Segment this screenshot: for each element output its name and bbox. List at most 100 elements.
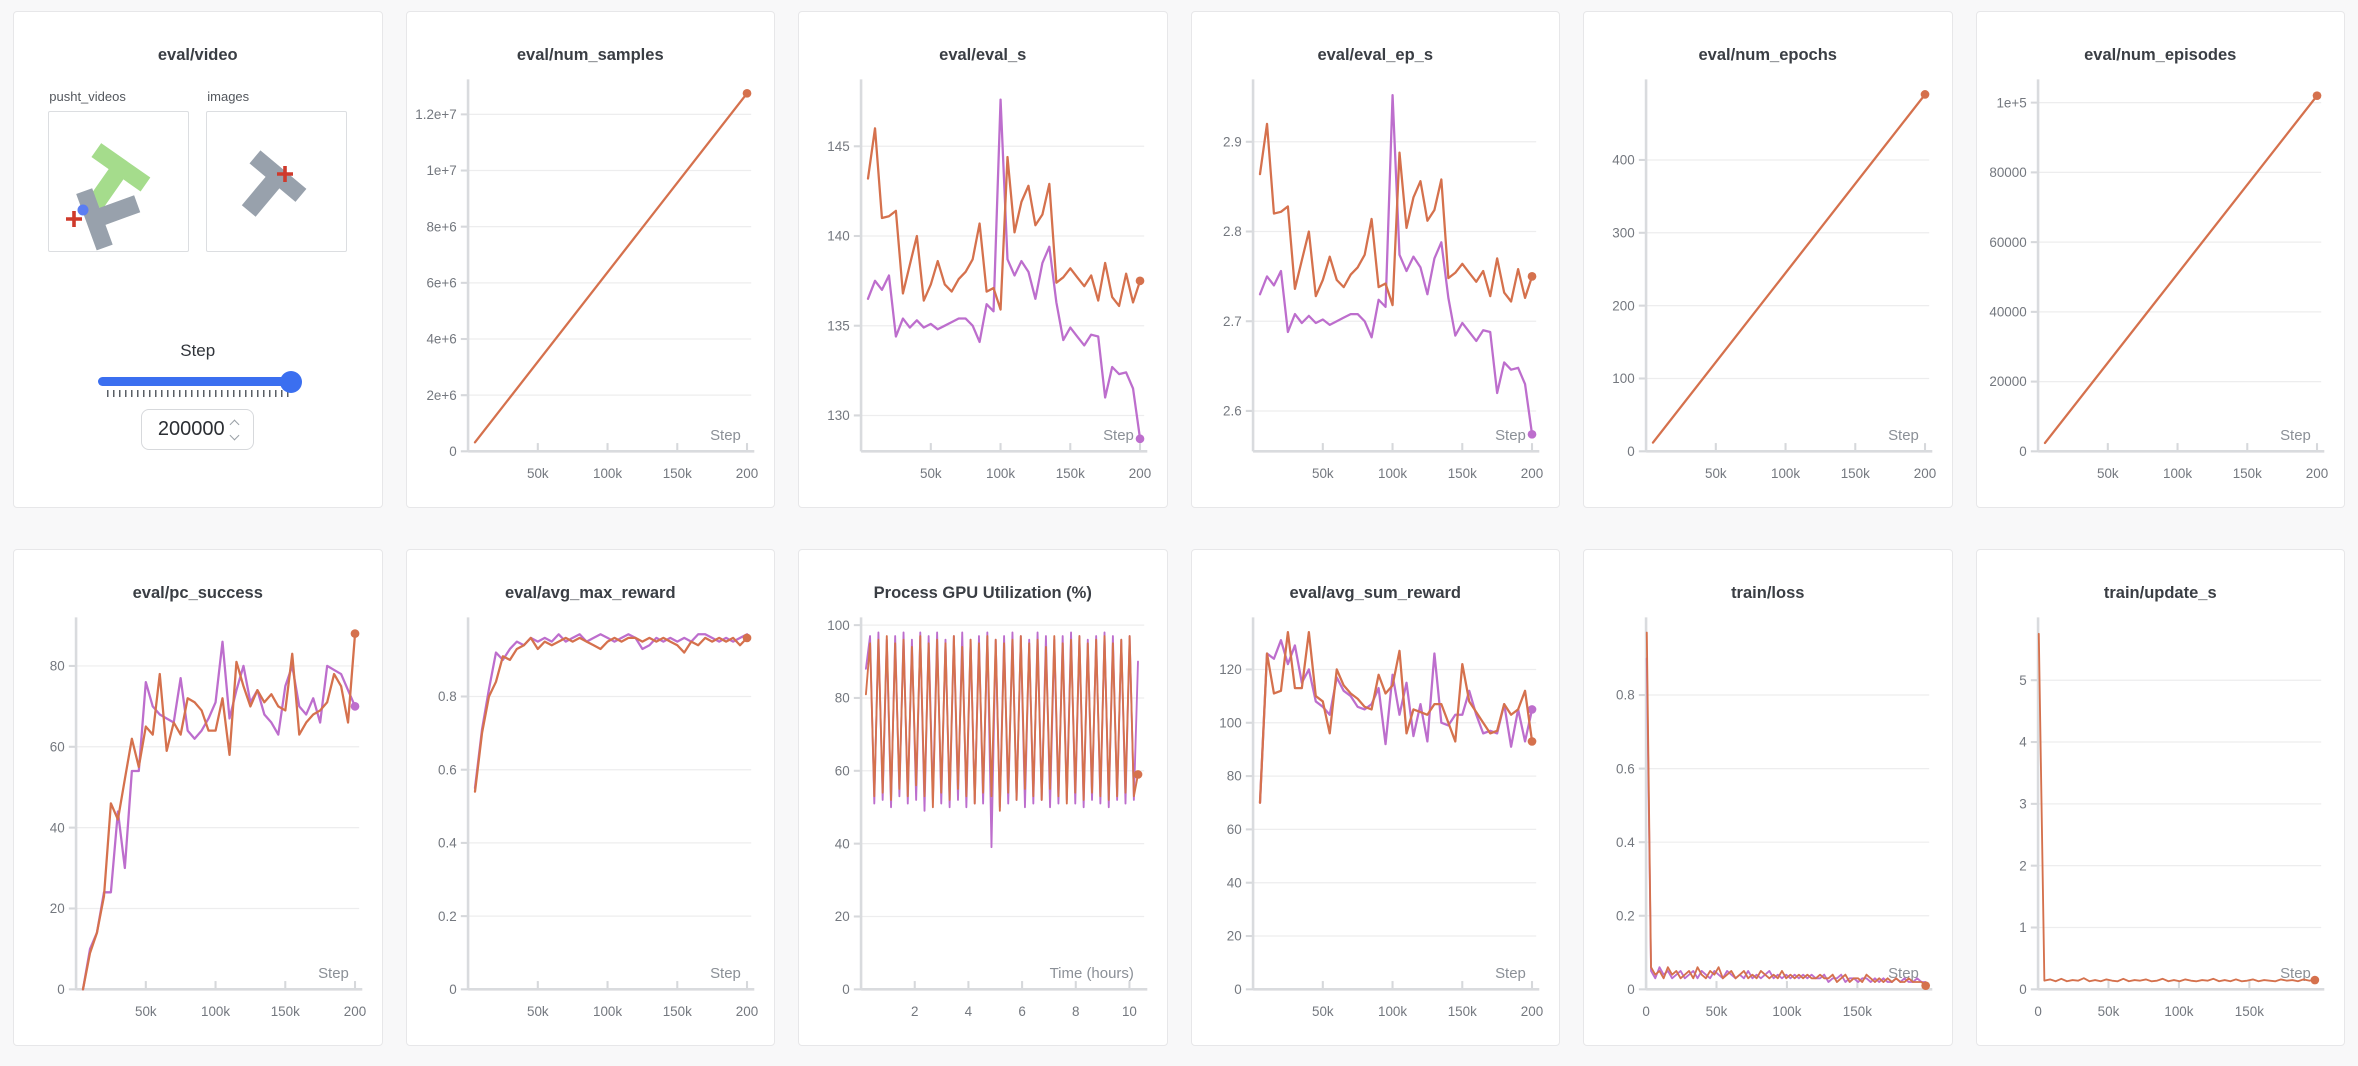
y-tick-label: 40 — [1227, 875, 1242, 890]
x-axis-label: Step — [710, 427, 741, 444]
y-tick-label: 20000 — [1990, 374, 2027, 389]
y-tick-label: 20 — [50, 901, 65, 916]
y-tick-label: 300 — [1612, 225, 1634, 240]
y-tick-label: 1e+7 — [427, 163, 457, 178]
stepper-down-icon[interactable] — [229, 430, 240, 440]
chart-canvas[interactable]: 0 2e+6 4e+6 6e+6 8e+6 1e+7 1.2e+7 50k 100k 150k 20… — [414, 69, 766, 503]
x-tick-label: 150k — [1840, 466, 1869, 481]
y-tick-label: 80 — [50, 659, 65, 674]
y-tick-label: 2.8 — [1223, 224, 1242, 239]
chart-canvas[interactable]: 0 100 200 300 400 50k 100k 150k 200 Step — [1592, 69, 1944, 503]
x-axis-label: Step — [1495, 965, 1526, 982]
series-line-purple — [866, 98, 1141, 440]
y-tick-label: 140 — [827, 229, 849, 244]
chart-title: eval/pc_success — [132, 584, 263, 602]
x-tick-label: 100k — [1772, 1004, 1801, 1019]
series-line-purple — [1259, 94, 1534, 436]
y-tick-label: 6e+6 — [427, 275, 457, 290]
y-tick-label: 0.6 — [1616, 761, 1635, 776]
gray-tee-shape — [76, 188, 141, 251]
chart-panel-eval-num-samples[interactable]: eval/num_samples 0 2e+6 4e+6 6e+6 8e+6 1e+7 1.2… — [405, 11, 775, 508]
chart-panel-eval-num-episodes[interactable]: eval/num_episodes 0 20000 40000 60000 80000 1e… — [1975, 11, 2345, 508]
chart-canvas[interactable]: 0 20000 40000 60000 80000 1e+5 50k 100k 150k 200 S… — [1984, 69, 2336, 503]
x-tick-label: 100k — [201, 1004, 230, 1019]
chart-panel-train-loss[interactable]: train/loss 0 0.2 0.4 0.6 0.8 0 50k 100k 150k Step — [1583, 549, 1953, 1046]
chart-canvas[interactable]: 2.6 2.7 2.8 2.9 50k 100k 150k 200 Step — [1199, 69, 1551, 503]
x-axis-label: Step — [1103, 427, 1134, 444]
chart-canvas[interactable]: 0 20 40 60 80 100 2 4 6 8 10 Time (hours) — [807, 607, 1159, 1041]
chart-panel-eval-avg-sum-reward[interactable]: eval/avg_sum_reward 0 20 40 60 80 100 120 50k 100… — [1190, 549, 1560, 1046]
x-tick-label: 200 — [2306, 466, 2328, 481]
y-tick-label: 100 — [1612, 371, 1634, 386]
series-end-dot-purple — [1527, 429, 1537, 439]
y-tick-label: 80000 — [1990, 165, 2027, 180]
media-group-label: images — [207, 89, 250, 104]
x-tick-label: 0 — [2035, 1004, 2042, 1019]
x-tick-label: 50k — [527, 466, 549, 481]
y-tick-label: 0.2 — [438, 909, 457, 924]
y-tick-label: 0 — [1234, 982, 1241, 997]
series-end-dot-orange — [1921, 981, 1930, 990]
x-tick-label: 50k — [527, 1004, 549, 1019]
gray-tee-shape — [242, 150, 307, 217]
chart-panel-train-update-s[interactable]: train/update_s 0 1 2 3 4 5 0 50k 100k 150k Step — [1975, 549, 2345, 1046]
y-tick-label: 1.2e+7 — [416, 107, 457, 122]
series-end-dot-orange — [742, 633, 752, 643]
chart-title: eval/num_epochs — [1698, 46, 1837, 64]
chart-panel-eval-eval-ep-s[interactable]: eval/eval_ep_s 2.6 2.7 2.8 2.9 50k 100k 150k 200… — [1190, 11, 1560, 508]
chart-panel-eval-eval-s[interactable]: eval/eval_s 130 135 140 145 50k 100k 150k 200 Ste… — [798, 11, 1168, 508]
series-line-orange — [2044, 94, 2319, 445]
x-tick-label: 100k — [2163, 466, 2192, 481]
series-end-dot-orange — [1527, 272, 1537, 281]
chart-canvas[interactable]: 0 20 40 60 80 100 120 50k 100k 150k 200 Step — [1199, 607, 1551, 1041]
step-slider[interactable] — [97, 370, 302, 393]
chart-panel-eval-num-epochs[interactable]: eval/num_epochs 0 100 200 300 400 50k 100k 150k 2… — [1583, 11, 1953, 508]
panel-eval-video[interactable]: eval/video pusht_videos — [13, 11, 383, 508]
step-slider-thumb[interactable] — [279, 370, 302, 393]
chart-canvas[interactable]: 0 1 2 3 4 5 0 50k 100k 150k Step — [1984, 607, 2336, 1041]
x-tick-label: 150k — [270, 1004, 299, 1019]
chart-panel-eval-avg-max-reward[interactable]: eval/avg_max_reward 0 0.2 0.4 0.6 0.8 50k 100k 1… — [405, 549, 775, 1046]
step-value: 200000 — [157, 418, 225, 440]
green-tee-shape — [87, 143, 151, 210]
images-thumbnail[interactable] — [206, 111, 348, 252]
y-tick-label: 1e+5 — [1997, 95, 2027, 110]
chart-canvas[interactable]: 130 135 140 145 50k 100k 150k 200 Step — [807, 69, 1159, 503]
y-tick-label: 4e+6 — [427, 332, 457, 347]
chart-panel-eval-pc-success[interactable]: eval/pc_success 0 20 40 60 80 50k 100k 150k 200 St… — [13, 549, 383, 1046]
x-tick-label: 100k — [1378, 1004, 1407, 1019]
y-tick-label: 120 — [1220, 662, 1242, 677]
x-axis-label: Step — [1495, 427, 1526, 444]
step-slider-ticks — [106, 390, 289, 397]
series-end-dot-orange — [1920, 90, 1930, 99]
media-row: pusht_videos images — [14, 89, 382, 257]
y-tick-label: 135 — [827, 318, 849, 333]
y-tick-label: 0 — [449, 444, 456, 459]
step-value-input[interactable]: 200000 — [141, 409, 255, 450]
series-line-orange — [474, 636, 749, 793]
y-tick-label: 80 — [1227, 769, 1242, 784]
chart-title: eval/num_samples — [516, 46, 664, 64]
series-end-dot-orange — [1527, 737, 1537, 746]
x-tick-label: 100k — [1378, 466, 1407, 481]
y-tick-label: 0 — [2019, 444, 2026, 459]
x-tick-label: 200 — [1129, 466, 1151, 481]
pusht-video-thumbnail[interactable] — [48, 111, 190, 252]
chart-title: eval/avg_max_reward — [504, 584, 676, 602]
stepper-up-icon[interactable] — [229, 419, 240, 429]
x-tick-label: 0 — [1642, 1004, 1649, 1019]
media-group-pusht-videos: pusht_videos — [48, 89, 190, 257]
chart-canvas[interactable]: 0 0.2 0.4 0.6 0.8 50k 100k 150k 200 Step — [414, 607, 766, 1041]
y-tick-label: 1 — [2019, 920, 2026, 935]
y-tick-label: 2.9 — [1223, 134, 1242, 149]
chart-panel-process-gpu-utilization[interactable]: Process GPU Utilization (%) 0 20 40 60 80 100 2… — [798, 549, 1168, 1046]
y-tick-label: 5 — [2019, 673, 2026, 688]
x-tick-label: 100k — [593, 1004, 622, 1019]
y-tick-label: 0.2 — [1616, 908, 1635, 923]
chart-canvas[interactable]: 0 20 40 60 80 50k 100k 150k 200 Step — [22, 607, 374, 1041]
y-tick-label: 60 — [835, 763, 850, 778]
y-tick-label: 145 — [827, 139, 849, 154]
series-line-orange — [1645, 631, 1927, 987]
y-tick-label: 40 — [835, 836, 850, 851]
